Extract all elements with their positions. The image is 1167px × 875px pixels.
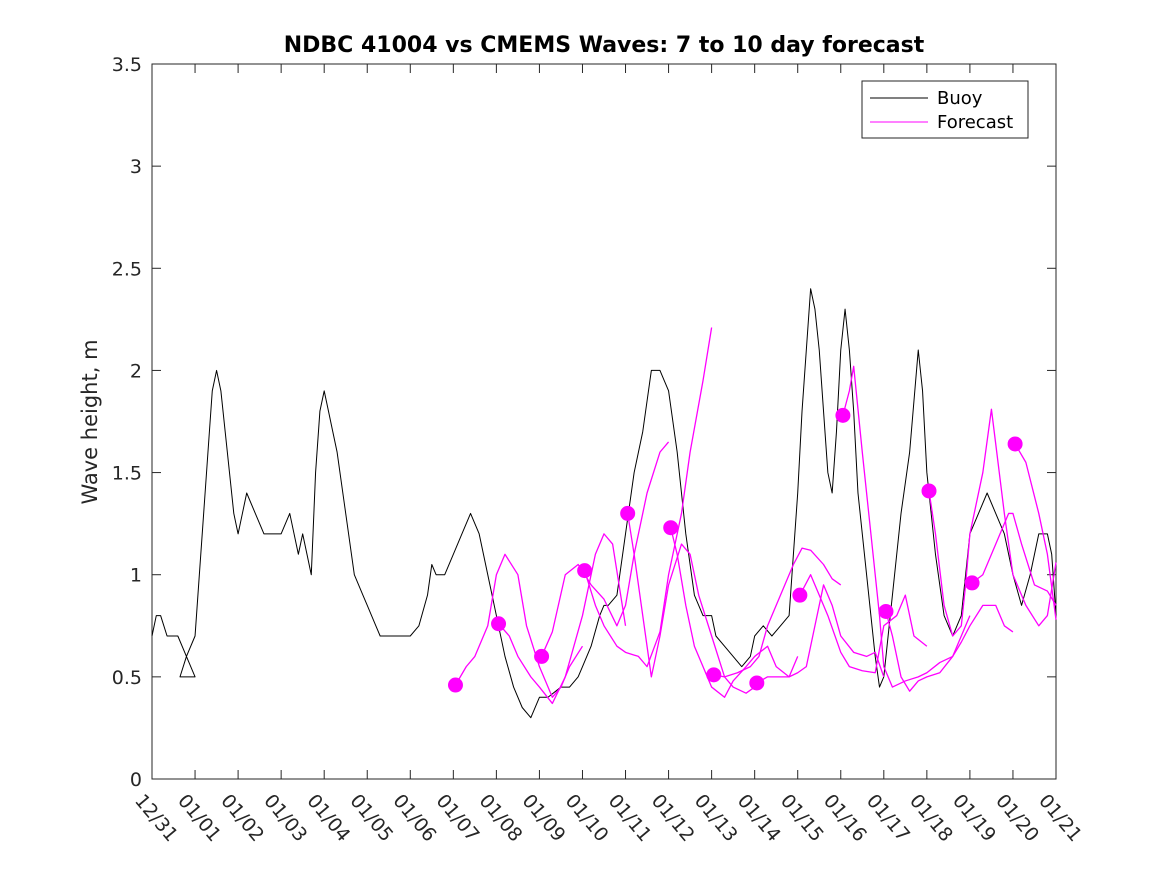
forecast-line	[670, 527, 799, 698]
y-tick-label: 0.5	[112, 667, 142, 689]
forecast-start-marker	[964, 575, 980, 591]
y-tick-label: 2	[130, 360, 142, 382]
legend-label-forecast: Forecast	[937, 112, 1013, 133]
forecast-line	[498, 533, 627, 705]
forecast-start-marker	[792, 587, 808, 603]
legend: Buoy Forecast	[861, 80, 1029, 139]
y-axis-label: Wave height, m	[78, 339, 102, 504]
forecast-start-marker	[620, 505, 636, 521]
forecast-line	[584, 327, 713, 668]
forecast-line	[713, 547, 842, 678]
forecast-start-marker	[447, 677, 463, 693]
forecast-start-marker	[577, 563, 593, 579]
forecast-line	[540, 441, 670, 657]
chart-title: NDBC 41004 vs CMEMS Waves: 7 to 10 day f…	[284, 33, 925, 58]
forecast-line	[971, 512, 1057, 606]
legend-label-buoy: Buoy	[937, 88, 983, 109]
series-layer	[151, 288, 1057, 719]
y-tick-label: 1.5	[112, 463, 142, 485]
legend-box	[861, 80, 1029, 139]
forecast-line	[842, 365, 971, 688]
forecast-start-marker	[749, 675, 765, 691]
plot-frame	[151, 63, 1057, 780]
forecast-start-marker	[878, 603, 894, 619]
y-tick-label: 3	[130, 156, 142, 178]
forecast-start-marker	[1007, 436, 1023, 452]
forecast-line	[1014, 443, 1057, 620]
y-tick-label: 3.5	[112, 54, 142, 76]
forecast-line	[799, 574, 928, 674]
forecast-start-marker	[921, 483, 937, 499]
forecast-start-marker	[706, 667, 722, 683]
forecast-line	[756, 584, 885, 684]
y-axis-ticks: 0 0.5 1 1.5 2 2.5 3 3.5	[112, 54, 1056, 791]
buoy-line	[151, 288, 1057, 719]
forecast-line	[928, 408, 1057, 637]
forecast-line	[627, 513, 756, 694]
forecast-start-marker	[534, 648, 550, 664]
y-tick-label: 1	[130, 565, 142, 587]
plot-area	[151, 63, 1057, 780]
y-tick-label: 0	[130, 769, 142, 791]
forecast-start-marker	[835, 407, 851, 423]
y-tick-label: 2.5	[112, 258, 142, 280]
forecast-start-marker	[663, 520, 679, 536]
forecast-line	[885, 604, 1014, 692]
forecast-start-marker	[491, 616, 507, 632]
